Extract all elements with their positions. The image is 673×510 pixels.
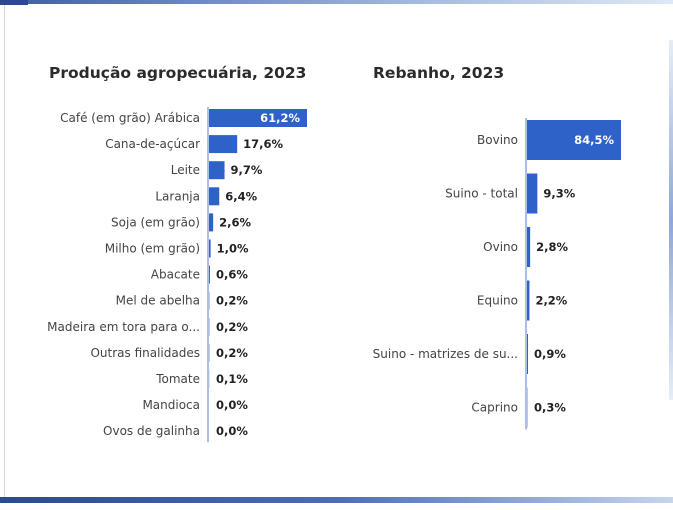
top-accent-corner (0, 0, 28, 5)
data-label-producao: 2,6% (219, 215, 251, 229)
data-label-producao: 0,6% (216, 268, 248, 282)
bar-producao (209, 213, 214, 232)
bar-producao (209, 187, 220, 206)
bar-rebanho (527, 120, 621, 160)
data-label-rebanho: 0,9% (534, 347, 566, 361)
category-label-rebanho: Ovino (483, 240, 518, 254)
category-label-producao: Café (em grão) Arábica (60, 111, 200, 125)
category-label-rebanho: Suino - total (445, 187, 518, 201)
data-label-producao: 9,7% (231, 163, 263, 177)
bottom-accent-bar (0, 497, 673, 503)
data-label-producao: 6,4% (225, 189, 257, 203)
bar-producao (209, 135, 238, 154)
chart-title-producao: Produção agropecuária, 2023 (49, 64, 307, 82)
category-label-producao: Leite (171, 163, 200, 177)
bar-producao (209, 161, 225, 180)
right-edge-accent (669, 40, 673, 400)
category-label-producao: Mel de abelha (116, 294, 200, 308)
data-label-rebanho: 9,3% (543, 187, 575, 201)
category-label-producao: Tomate (155, 372, 200, 386)
category-label-producao: Madeira em tora para o... (47, 320, 200, 334)
data-label-rebanho: 2,2% (535, 294, 567, 308)
data-label-producao: 0,2% (216, 320, 248, 334)
bar-producao (209, 239, 211, 258)
top-accent-bar (0, 0, 673, 4)
category-label-producao: Abacate (151, 268, 200, 282)
category-label-rebanho: Suino - matrizes de su... (373, 347, 518, 361)
data-label-rebanho: 0,3% (534, 401, 566, 415)
category-label-producao: Cana-de-açúcar (105, 137, 200, 151)
category-label-rebanho: Caprino (471, 401, 518, 415)
data-label-producao: 61,2% (260, 111, 300, 125)
data-label-producao: 0,0% (216, 398, 248, 412)
bar-rebanho (527, 334, 529, 374)
bar-rebanho (527, 227, 531, 267)
category-label-producao: Soja (em grão) (111, 215, 200, 229)
category-label-producao: Outras finalidades (90, 346, 200, 360)
data-label-producao: 0,1% (216, 372, 248, 386)
data-label-producao: 1,0% (217, 242, 249, 256)
data-label-rebanho: 84,5% (574, 133, 614, 147)
category-label-producao: Milho (em grão) (105, 242, 200, 256)
data-label-rebanho: 2,8% (536, 240, 568, 254)
category-label-producao: Ovos de galinha (103, 424, 200, 438)
chart-title-rebanho: Rebanho, 2023 (373, 64, 505, 82)
category-label-producao: Mandioca (142, 398, 200, 412)
category-label-producao: Laranja (155, 189, 200, 203)
bar-rebanho (527, 280, 530, 321)
data-label-producao: 0,2% (216, 294, 248, 308)
data-label-producao: 17,6% (243, 137, 283, 151)
report-card (4, 4, 671, 500)
bar-producao (209, 109, 307, 127)
category-label-rebanho: Bovino (477, 133, 518, 147)
data-label-producao: 0,2% (216, 346, 248, 360)
bar-rebanho (527, 173, 538, 214)
category-label-rebanho: Equino (477, 294, 518, 308)
bar-producao (209, 265, 210, 284)
data-label-producao: 0,0% (216, 424, 248, 438)
